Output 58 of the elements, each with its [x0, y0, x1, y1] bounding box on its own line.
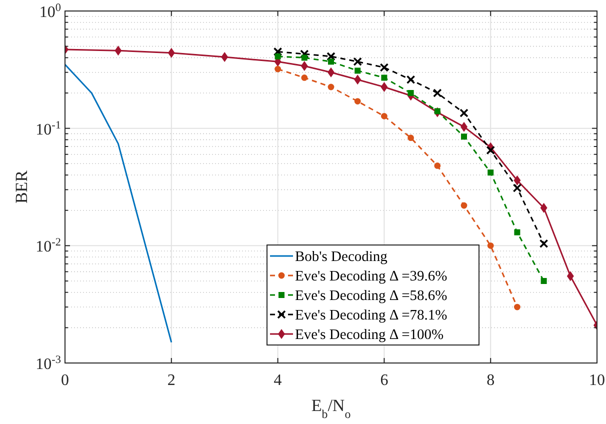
point: [540, 202, 548, 213]
point: [328, 84, 334, 90]
point: [408, 134, 414, 142]
point: [406, 75, 416, 84]
point: [381, 74, 388, 81]
point: [353, 57, 362, 66]
legend-label: Eve's Decoding Δ =58.6%: [295, 288, 448, 304]
point: [328, 58, 334, 65]
line-series: [65, 64, 172, 344]
x-tick-label: 0: [61, 372, 69, 389]
x-axis-title: E$_{b}$/N$_{o}$: [311, 396, 351, 421]
x-tick-label: 10: [589, 372, 605, 389]
legend-label: Eve's Decoding Δ =100%: [295, 327, 444, 343]
point: [408, 90, 414, 96]
point: [486, 146, 495, 155]
y-axis-title: BER: [12, 170, 31, 204]
point: [488, 170, 494, 176]
point: [301, 54, 308, 61]
point: [461, 134, 467, 140]
point: [326, 52, 336, 61]
legend-label: Eve's Decoding Δ =39.6%: [295, 268, 448, 284]
point: [380, 82, 388, 92]
point: [354, 68, 361, 74]
point: [514, 175, 521, 186]
point: [460, 108, 468, 118]
x-tick-label: 4: [274, 372, 282, 389]
y-tick-label: 10$^{-3}$: [36, 354, 62, 373]
point: [300, 50, 309, 58]
point: [487, 242, 494, 249]
point: [300, 60, 308, 71]
point: [380, 63, 389, 72]
y-tick-label: 10$^{-2}$: [36, 236, 61, 256]
point: [540, 278, 547, 284]
point: [168, 48, 175, 58]
x-tick-label: 2: [167, 372, 176, 389]
point: [514, 229, 520, 236]
y-tick-label: 10$^{0}$: [39, 2, 62, 21]
legend-label: Eve's Decoding Δ =78.1%: [295, 308, 448, 324]
point: [301, 74, 308, 81]
point: [381, 112, 388, 120]
point: [433, 88, 442, 98]
point: [354, 74, 362, 85]
point: [460, 202, 468, 209]
point: [274, 66, 281, 72]
y-tick-label: 10$^{-1}$: [36, 119, 61, 138]
point: [539, 239, 548, 248]
point: [274, 53, 281, 60]
point: [354, 98, 361, 104]
legend-label: Bob's Decoding: [295, 249, 388, 265]
x-tick-label: 8: [486, 372, 495, 389]
point: [566, 271, 574, 282]
point: [514, 304, 520, 310]
point: [221, 52, 228, 62]
point: [512, 184, 522, 192]
point: [434, 162, 441, 169]
point: [273, 47, 282, 56]
x-tick-label: 6: [380, 372, 388, 389]
point: [114, 46, 122, 56]
